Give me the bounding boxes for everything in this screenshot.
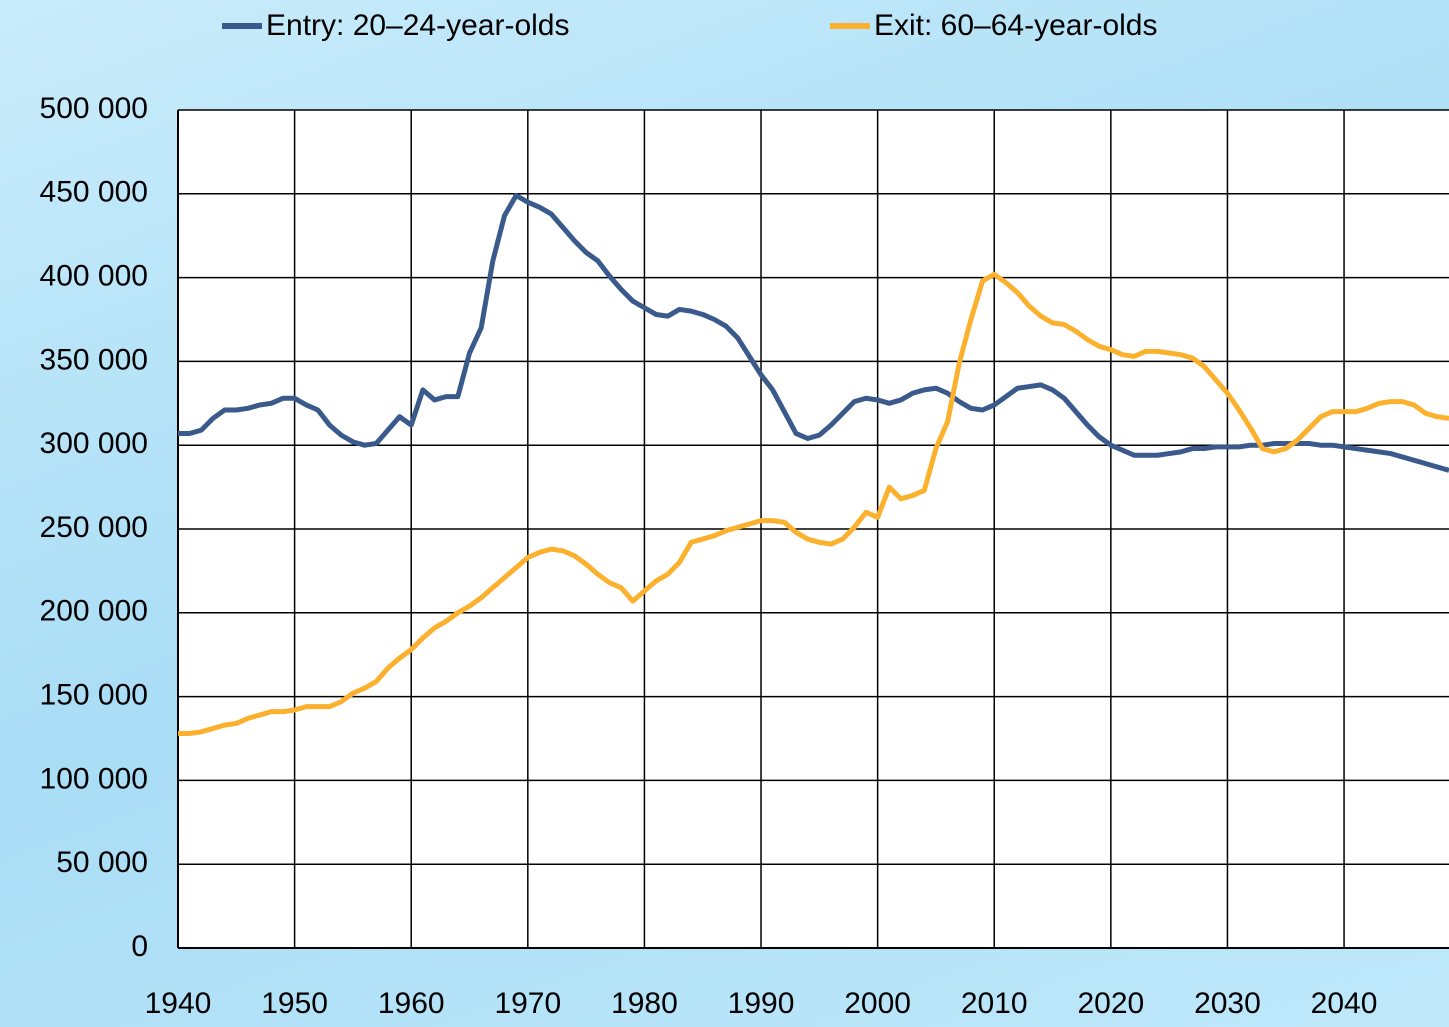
y-tick-label: 50 000 <box>56 846 148 879</box>
x-tick-label: 1960 <box>378 987 445 1020</box>
y-tick-label: 250 000 <box>40 511 148 544</box>
x-tick-label: 2020 <box>1077 987 1144 1020</box>
x-tick-label: 2040 <box>1311 987 1378 1020</box>
x-tick-label: 1970 <box>494 987 561 1020</box>
y-tick-label: 400 000 <box>40 260 148 293</box>
legend-label: Exit: 60–64-year-olds <box>874 9 1157 42</box>
x-tick-label: 1990 <box>728 987 795 1020</box>
series-line <box>178 271 1449 736</box>
legend-label: Entry: 20–24-year-olds <box>266 9 570 42</box>
x-tick-label: 2010 <box>961 987 1028 1020</box>
x-tick-label: 1980 <box>611 987 678 1020</box>
y-tick-label: 450 000 <box>40 176 148 209</box>
series-line <box>178 192 1449 473</box>
y-tick-label: 300 000 <box>40 427 148 460</box>
x-tick-label: 2000 <box>844 987 911 1020</box>
x-tick-label: 1950 <box>261 987 328 1020</box>
y-tick-label: 200 000 <box>40 595 148 628</box>
y-tick-label: 0 <box>131 930 148 963</box>
y-tick-label: 350 000 <box>40 343 148 376</box>
y-tick-label: 500 000 <box>40 92 148 125</box>
x-tick-label: 2030 <box>1194 987 1261 1020</box>
y-tick-label: 150 000 <box>40 679 148 712</box>
x-tick-label: 1940 <box>145 987 212 1020</box>
y-tick-label: 100 000 <box>40 762 148 795</box>
